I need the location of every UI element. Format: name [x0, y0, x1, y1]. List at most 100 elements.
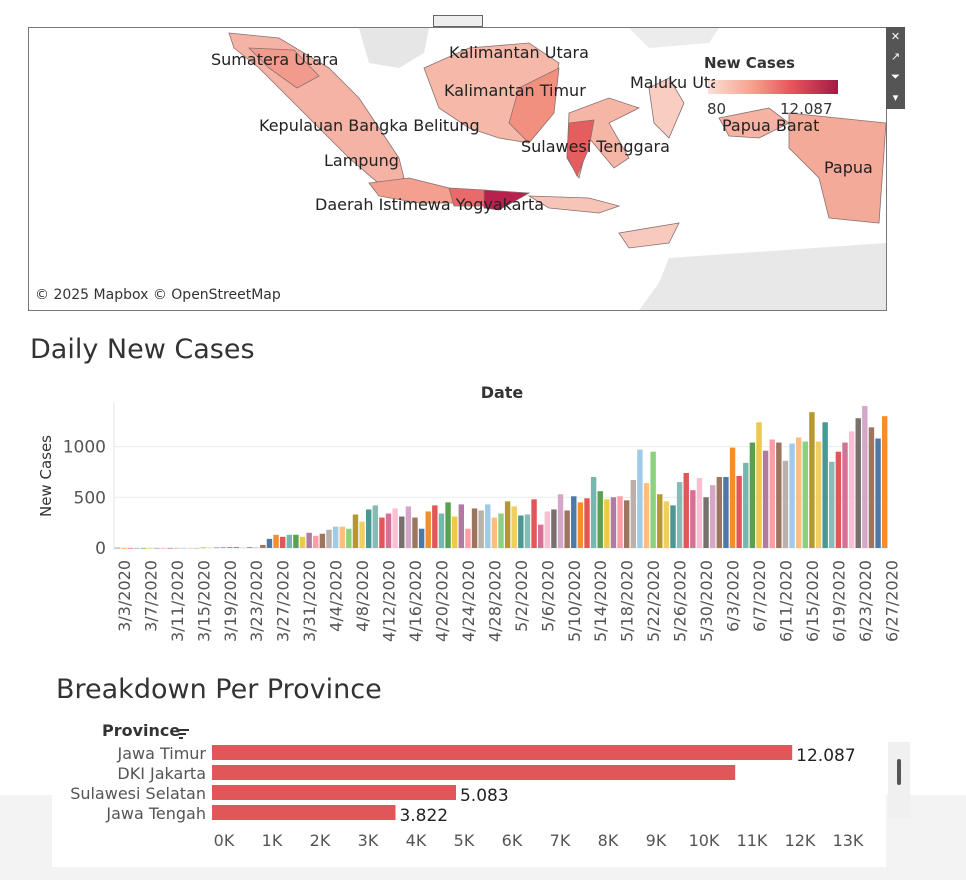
daily-bar: [736, 476, 742, 548]
x-tick-label: 5/2/2020: [512, 560, 531, 632]
x-tick-label: 6/3/2020: [724, 560, 743, 632]
daily-new-cases-chart[interactable]: 0 500 1000 Date New Cases 3/3/2020 3/7/2020 3/1…: [0, 380, 966, 660]
x-tick-label: 5/18/2020: [618, 560, 637, 642]
x-tick-label: 6/19/2020: [829, 560, 848, 642]
daily-bar: [233, 546, 240, 548]
daily-bar: [279, 536, 286, 548]
map-label: Kepulauan Bangka Belitung: [259, 116, 480, 135]
daily-bar: [193, 547, 200, 549]
daily-bar: [610, 497, 617, 548]
daily-bar: [141, 547, 147, 549]
daily-bar: [703, 497, 709, 548]
y-tick-label: 1000: [63, 438, 106, 458]
daily-bar: [643, 483, 650, 548]
daily-bar: [266, 538, 273, 548]
x-tick-label: 1K: [262, 831, 283, 850]
daily-bar: [114, 547, 121, 549]
daily-bar: [835, 451, 842, 548]
province-jawa-timur: [483, 189, 531, 211]
daily-bar: [670, 505, 676, 548]
daily-bar: [862, 406, 868, 548]
x-tick-label: 3/3/2020: [115, 560, 134, 632]
daily-bar: [577, 502, 584, 548]
drag-handle[interactable]: [433, 15, 483, 27]
daily-bar: [147, 547, 154, 549]
x-tick-label: 5/6/2020: [538, 560, 557, 632]
map-label: Kalimantan Timur: [444, 81, 586, 100]
daily-bar: [690, 490, 696, 548]
daily-bar: [299, 536, 306, 548]
x-tick-label: 4/20/2020: [432, 560, 451, 642]
daily-bar: [650, 451, 656, 548]
external-link-icon[interactable]: ↗: [890, 50, 901, 63]
daily-bar: [782, 460, 789, 548]
daily-bar: [154, 547, 160, 549]
daily-bar: [365, 509, 372, 548]
sort-icon: [179, 733, 186, 735]
map-label: Sulawesi Tenggara: [521, 137, 670, 156]
daily-bar: [352, 514, 359, 548]
close-icon[interactable]: ✕: [890, 30, 901, 43]
daily-bar: [683, 472, 689, 548]
province-bar: [212, 745, 793, 760]
daily-bar: [451, 516, 458, 548]
indonesia-map[interactable]: [29, 28, 886, 310]
daily-bar: [200, 547, 207, 549]
province-bar: [212, 765, 736, 780]
x-tick-label: 3K: [358, 831, 379, 850]
daily-bar: [425, 511, 431, 548]
province-papua: [788, 112, 886, 224]
province-label: Sulawesi Selatan: [70, 784, 206, 803]
legend-gradient: [708, 80, 838, 94]
daily-bar: [815, 441, 822, 548]
province-breakdown-chart[interactable]: Province Jawa Timur 12.087 DKI JakartaSulaw…: [0, 720, 966, 880]
x-tick-label: 3/15/2020: [194, 560, 213, 642]
daily-bar: [465, 528, 471, 548]
daily-bar: [571, 496, 577, 548]
daily-bar: [359, 521, 365, 548]
daily-bar: [848, 431, 855, 548]
x-tick-label: 6/27/2020: [882, 560, 901, 642]
daily-bar: [716, 477, 723, 548]
y-axis-title: Province: [102, 721, 180, 740]
daily-bar: [537, 524, 544, 548]
province-value-label: 12.087: [796, 746, 855, 766]
sort-icon: [179, 729, 189, 731]
daily-bar: [227, 547, 233, 548]
map-label: Kalimantan Utara: [449, 43, 589, 62]
province-papua-barat: [718, 107, 790, 139]
x-tick-label: 9K: [646, 831, 667, 850]
x-tick-label: 7K: [550, 831, 571, 850]
x-tick-label: 11K: [737, 831, 768, 850]
x-tick-label: 5/26/2020: [671, 560, 690, 642]
daily-bar: [855, 418, 861, 548]
x-axis-title: Date: [481, 383, 524, 402]
daily-bar: [762, 450, 769, 548]
daily-bar: [829, 461, 835, 548]
daily-bar: [445, 502, 451, 548]
daily-bar: [127, 547, 134, 549]
daily-bar: [743, 462, 749, 548]
map-label: Papua Barat: [722, 116, 820, 135]
daily-bar: [213, 547, 220, 549]
daily-bar: [657, 494, 663, 548]
x-tick-label: 3/27/2020: [274, 560, 293, 642]
y-axis-title: New Cases: [37, 435, 55, 517]
map-background-land: [359, 28, 429, 68]
daily-bar: [458, 504, 465, 548]
x-tick-label: 2K: [310, 831, 331, 850]
daily-bar: [319, 533, 326, 548]
x-tick-label: 6/7/2020: [750, 560, 769, 632]
scrollbar-thumb[interactable]: [897, 759, 901, 785]
daily-bar: [134, 547, 140, 549]
map-view[interactable]: Sumatera Utara Kalimantan Utara Kalimant…: [28, 27, 887, 311]
map-attribution[interactable]: © 2025 Mapbox © OpenStreetMap: [35, 287, 281, 303]
dropdown-arrow-icon[interactable]: ▾: [892, 91, 899, 104]
map-label: Lampung: [324, 151, 399, 170]
filter-icon[interactable]: ⏷: [891, 70, 900, 83]
daily-chart-title: Daily New Cases: [30, 334, 255, 365]
daily-bar: [167, 547, 173, 549]
daily-bar: [511, 506, 517, 548]
x-tick-label: 4/28/2020: [485, 560, 504, 642]
daily-bar: [392, 508, 398, 548]
